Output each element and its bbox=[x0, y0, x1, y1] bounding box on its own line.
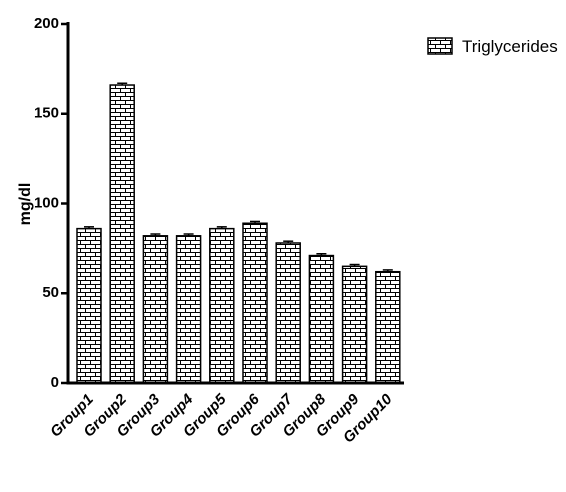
error-bar-group7 bbox=[283, 240, 294, 243]
bar-group7 bbox=[275, 242, 301, 384]
error-bar-group3 bbox=[150, 233, 161, 236]
bar-group5 bbox=[209, 227, 235, 384]
y-tick-label: 150 bbox=[34, 105, 59, 122]
x-axis-labels: Group1Group2Group3Group4Group5Group6Grou… bbox=[47, 390, 396, 446]
bar-group2 bbox=[109, 84, 135, 384]
error-bar-group8 bbox=[316, 253, 327, 256]
y-tick-label: 200 bbox=[34, 15, 59, 32]
legend-swatch bbox=[427, 37, 453, 55]
error-bar-group10 bbox=[382, 269, 393, 272]
legend-label: Triglycerides bbox=[462, 37, 558, 56]
bar-group6 bbox=[242, 222, 268, 384]
bar-group10 bbox=[375, 270, 401, 384]
error-bar-group5 bbox=[216, 226, 227, 229]
y-tick-label: 50 bbox=[42, 284, 59, 301]
bar-group4 bbox=[175, 235, 202, 384]
error-bar-group4 bbox=[183, 233, 194, 236]
bar-group8 bbox=[308, 254, 335, 384]
bars-group bbox=[76, 84, 401, 384]
y-tick-label: 100 bbox=[34, 194, 59, 211]
bar-group9 bbox=[341, 265, 368, 384]
legend: Triglycerides bbox=[427, 37, 558, 56]
error-bar-group2 bbox=[117, 82, 128, 86]
bar-group1 bbox=[76, 227, 102, 384]
error-bar-group9 bbox=[349, 263, 360, 267]
plot-area bbox=[76, 82, 401, 384]
y-axis-title: mg/dl bbox=[17, 183, 34, 226]
error-bar-group1 bbox=[84, 226, 94, 229]
bar-group3 bbox=[142, 235, 169, 384]
y-tick-label: 0 bbox=[51, 374, 59, 391]
y-axis-ticks: 0 50 100 150 200 bbox=[34, 15, 68, 391]
error-bars-group bbox=[84, 82, 393, 272]
error-bar-group6 bbox=[250, 220, 260, 224]
